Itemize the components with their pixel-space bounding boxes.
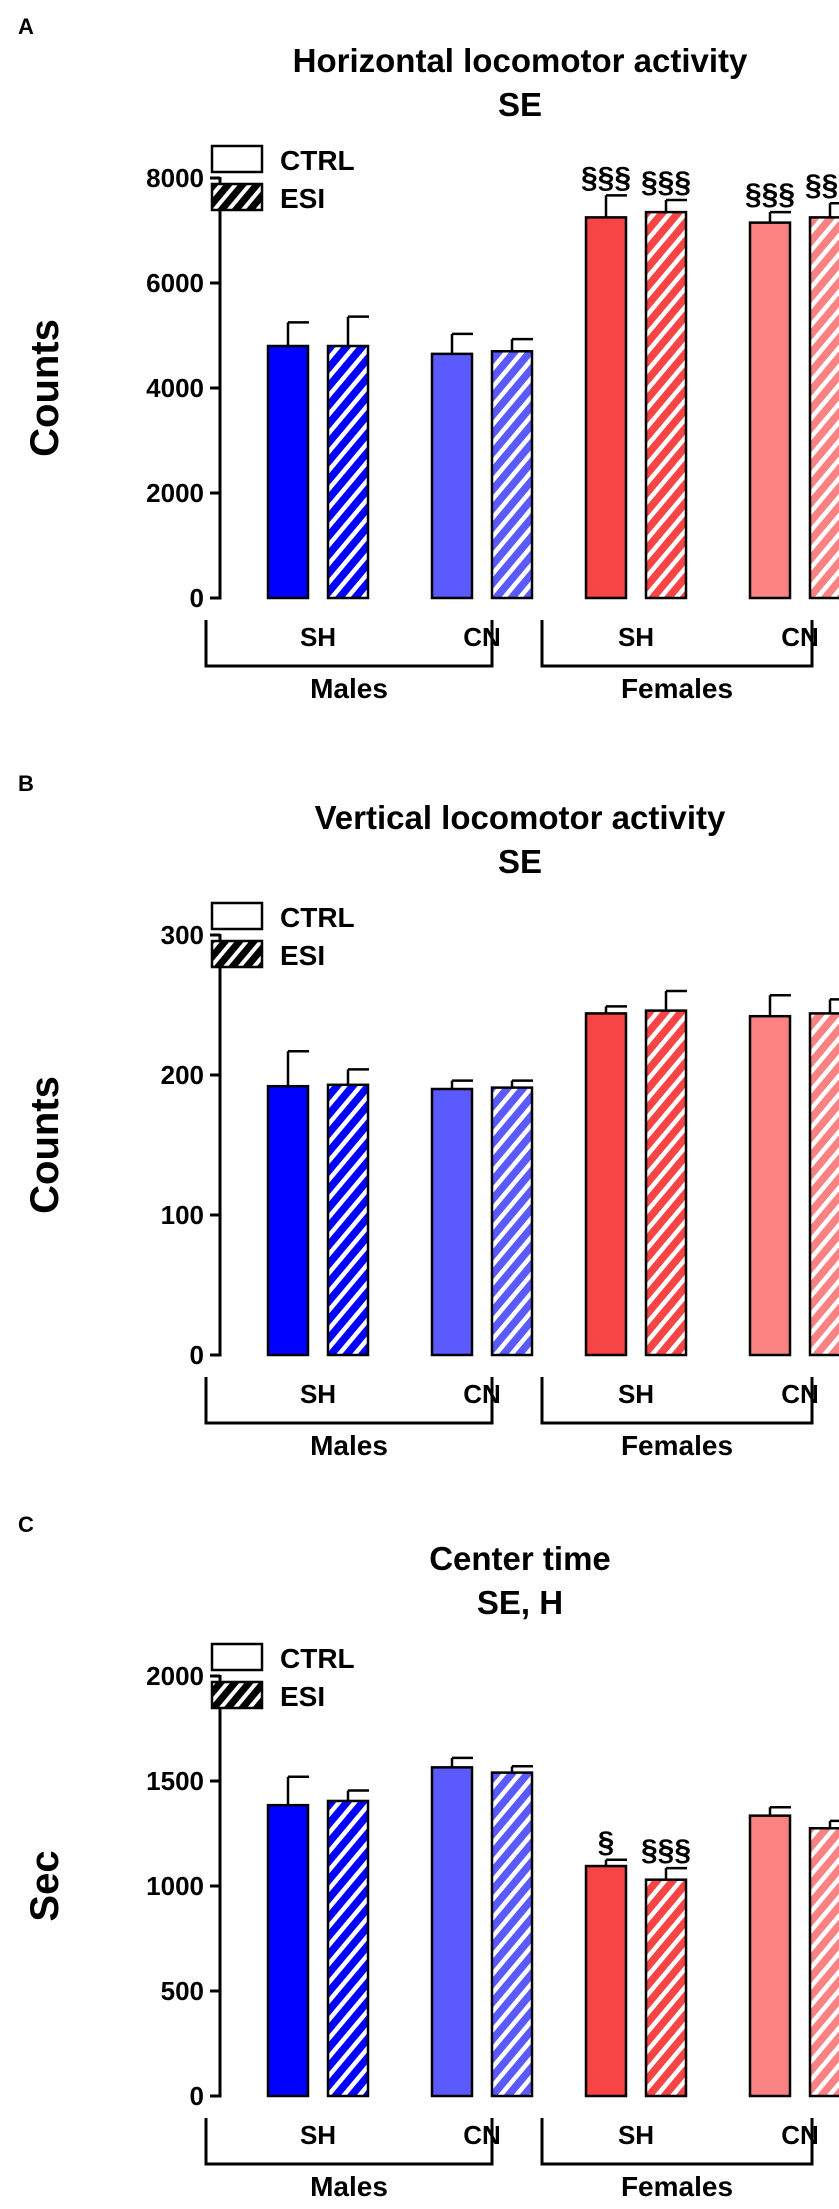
legend-label: CTRL [280, 902, 355, 933]
significance-marker: §§§ [641, 1834, 691, 1867]
significance-marker: §§§ [581, 161, 631, 194]
group-label: SH [618, 622, 654, 652]
sex-label: Females [621, 2171, 733, 2202]
bar-males-cn-esi [490, 1771, 534, 2098]
bar-females-cn-esi [808, 216, 839, 600]
y-tick-label: 0 [190, 2081, 204, 2111]
bar-males-cn-esi [490, 350, 534, 600]
y-tick-label: 4000 [146, 373, 204, 403]
group-label: SH [300, 1379, 336, 1409]
bar-males-sh-ctrl [266, 344, 310, 600]
y-tick-label: 8000 [146, 163, 204, 193]
bar-males-sh-esi [326, 344, 370, 600]
bar-females-cn-ctrl [748, 221, 792, 600]
legend-label: ESI [280, 1681, 325, 1712]
legend-swatch [210, 939, 264, 969]
panel-letter: B [18, 771, 34, 796]
legend-swatch [210, 1642, 264, 1672]
bar-females-sh-ctrl [584, 1864, 628, 2098]
bar-males-sh-ctrl [266, 1084, 310, 1357]
y-tick-label: 1500 [146, 1766, 204, 1796]
chart-subtitle: SE [498, 843, 542, 880]
sex-bracket [540, 620, 814, 668]
legend-swatch [210, 182, 264, 212]
bar-males-cn-ctrl [430, 1766, 474, 2098]
group-label: SH [618, 2120, 654, 2150]
chart-title: Horizontal locomotor activity [293, 42, 748, 79]
bar-females-sh-esi [644, 210, 688, 600]
chart-subtitle: SE [498, 86, 542, 123]
y-axis-label: Sec [23, 1850, 67, 1921]
group-label: CN [463, 2120, 501, 2150]
panel-letter: C [18, 1512, 34, 1537]
bar-females-cn-esi [808, 1827, 839, 2098]
y-tick-label: 0 [190, 1340, 204, 1370]
group-label: CN [463, 1379, 501, 1409]
sex-bracket [540, 2118, 814, 2166]
significance-marker: § [598, 1826, 615, 1859]
panel-a: A Horizontal locomotor activity SE Counts 0 2… [18, 14, 839, 704]
sex-label: Males [310, 2171, 388, 2202]
group-label: SH [300, 622, 336, 652]
y-tick-label: 1000 [146, 1871, 204, 1901]
sex-bracket [204, 1377, 494, 1425]
bar-females-sh-esi [644, 1009, 688, 1357]
panel-letter: A [18, 14, 34, 39]
legend-swatch [210, 1680, 264, 1710]
y-tick-label: 2000 [146, 478, 204, 508]
sex-label: Females [621, 673, 733, 704]
group-label: SH [300, 2120, 336, 2150]
sex-label: Males [310, 673, 388, 704]
group-label: SH [618, 1379, 654, 1409]
y-axis-label: Counts [23, 1076, 67, 1214]
bar-females-sh-ctrl [584, 216, 628, 600]
bar-females-sh-esi [644, 1878, 688, 2098]
y-tick-label: 200 [161, 1060, 204, 1090]
sex-label: Females [621, 1430, 733, 1461]
bar-females-cn-ctrl [748, 1014, 792, 1357]
legend-swatch [210, 144, 264, 174]
sex-bracket [204, 620, 494, 668]
sex-label: Males [310, 1430, 388, 1461]
y-axis-label: Counts [23, 319, 67, 457]
bar-males-sh-ctrl [266, 1803, 310, 2098]
y-tick-label: 500 [161, 1976, 204, 2006]
significance-marker: §§§ [805, 169, 839, 202]
bar-females-cn-esi [808, 1012, 839, 1357]
legend-label: CTRL [280, 145, 355, 176]
chart-title: Center time [429, 1540, 611, 1577]
bar-males-cn-ctrl [430, 352, 474, 600]
y-tick-label: 300 [161, 920, 204, 950]
bar-males-sh-esi [326, 1799, 370, 2098]
bar-females-cn-ctrl [748, 1814, 792, 2098]
legend-label: ESI [280, 183, 325, 214]
panel-c: C Center time SE, H Sec 0 500 1000 1500 2000 SH CN… [18, 1512, 839, 2202]
y-tick-label: 100 [161, 1200, 204, 1230]
bar-males-cn-ctrl [430, 1087, 474, 1357]
legend-swatch [210, 901, 264, 931]
significance-marker: §§§ [745, 178, 795, 211]
legend-label: ESI [280, 940, 325, 971]
group-label: CN [463, 622, 501, 652]
y-tick-label: 2000 [146, 1661, 204, 1691]
chart-title: Vertical locomotor activity [315, 799, 726, 836]
y-tick-label: 0 [190, 583, 204, 613]
panel-b: B Vertical locomotor activity SE Counts 0 100… [18, 771, 839, 1461]
bar-females-sh-ctrl [584, 1012, 628, 1357]
sex-bracket [204, 2118, 494, 2166]
bar-males-cn-esi [490, 1086, 534, 1357]
sex-bracket [540, 1377, 814, 1425]
legend-label: CTRL [280, 1643, 355, 1674]
bar-males-sh-esi [326, 1083, 370, 1357]
significance-marker: §§§ [641, 166, 691, 199]
chart-subtitle: SE, H [477, 1584, 563, 1621]
y-tick-label: 6000 [146, 268, 204, 298]
